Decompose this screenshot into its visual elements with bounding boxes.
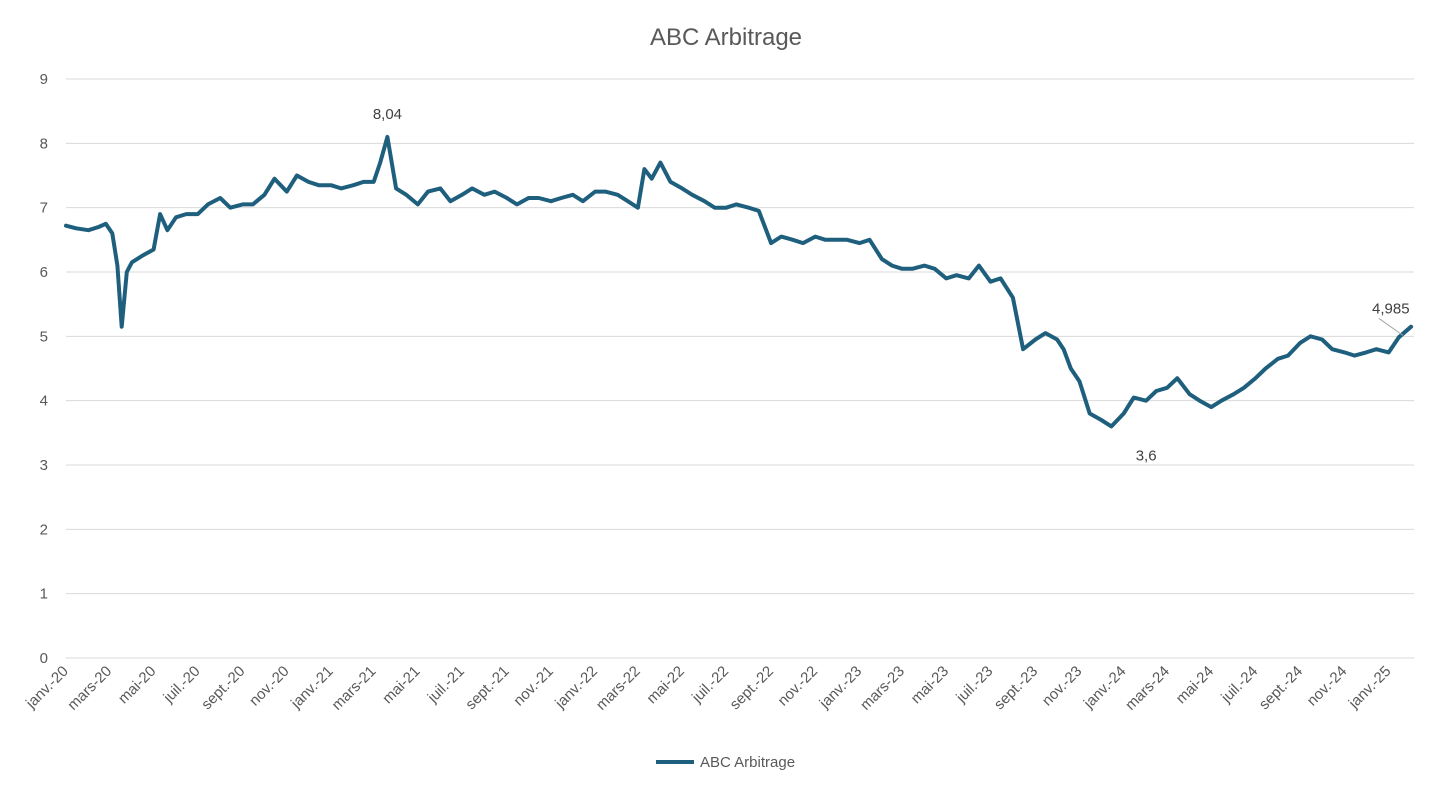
- y-axis-ticks: 0 1 2 3 4 5 6 7 8 9: [40, 71, 48, 667]
- y-tick-label: 2: [40, 521, 48, 538]
- x-tick-label: mars-20: [64, 663, 115, 714]
- y-tick-label: 1: [40, 586, 48, 603]
- x-tick-label: janv.-24: [1080, 663, 1130, 713]
- series-line: [64, 134, 1414, 429]
- x-tick-label: sept.-23: [991, 663, 1041, 713]
- y-tick-label: 0: [40, 650, 48, 667]
- x-tick-label: janv.-23: [816, 663, 866, 713]
- x-tick-label: mars-22: [593, 663, 644, 714]
- x-tick-label: mai-23: [908, 663, 952, 707]
- x-tick-label: mai-20: [115, 663, 159, 707]
- data-label: 8,04: [373, 106, 402, 123]
- legend-label: ABC Arbitrage: [700, 754, 795, 771]
- series-layer: [64, 134, 1414, 429]
- gridlines: [66, 78, 1414, 659]
- x-tick-label: juil.-21: [424, 663, 468, 707]
- y-tick-label: 3: [40, 457, 48, 474]
- data-labels: 8,04 3,6 4,985: [373, 106, 1410, 465]
- x-tick-label: janv.-21: [287, 663, 337, 713]
- y-tick-label: 7: [40, 200, 48, 217]
- x-tick-label: sept.-22: [727, 663, 777, 713]
- data-label: 3,6: [1136, 447, 1157, 464]
- x-tick-label: sept.-20: [198, 663, 248, 713]
- x-tick-label: janv.-20: [22, 663, 72, 713]
- x-tick-label: juil.-22: [688, 663, 732, 707]
- chart-title: ABC Arbitrage: [650, 24, 802, 51]
- x-tick-label: mars-24: [1122, 663, 1173, 714]
- x-tick-label: nov.-22: [775, 663, 822, 710]
- x-tick-label: nov.-24: [1304, 663, 1351, 710]
- y-tick-label: 9: [40, 71, 48, 88]
- x-tick-label: mai-21: [379, 663, 423, 707]
- x-tick-label: mars-23: [857, 663, 908, 714]
- x-tick-label: mars-21: [329, 663, 380, 714]
- x-tick-label: mai-24: [1173, 663, 1217, 707]
- x-tick-label: nov.-20: [246, 663, 293, 710]
- y-tick-label: 4: [40, 393, 48, 410]
- x-tick-label: sept.-24: [1256, 663, 1306, 713]
- x-tick-label: janv.-22: [551, 663, 601, 713]
- y-tick-label: 8: [40, 135, 48, 152]
- y-tick-label: 5: [40, 328, 48, 345]
- x-tick-label: juil.-23: [952, 663, 996, 707]
- x-tick-label: sept.-21: [462, 663, 512, 713]
- x-tick-label: janv.-25: [1345, 663, 1395, 713]
- data-label-leader: [1378, 317, 1404, 336]
- data-label: 4,985: [1372, 300, 1410, 317]
- x-tick-label: nov.-21: [510, 663, 557, 710]
- y-tick-label: 6: [40, 264, 48, 281]
- x-tick-label: mai-22: [643, 663, 687, 707]
- legend[interactable]: ABC Arbitrage: [656, 754, 795, 771]
- x-tick-label: juil.-20: [160, 663, 204, 707]
- x-tick-label: juil.-24: [1217, 663, 1261, 707]
- x-tick-label: nov.-23: [1039, 663, 1086, 710]
